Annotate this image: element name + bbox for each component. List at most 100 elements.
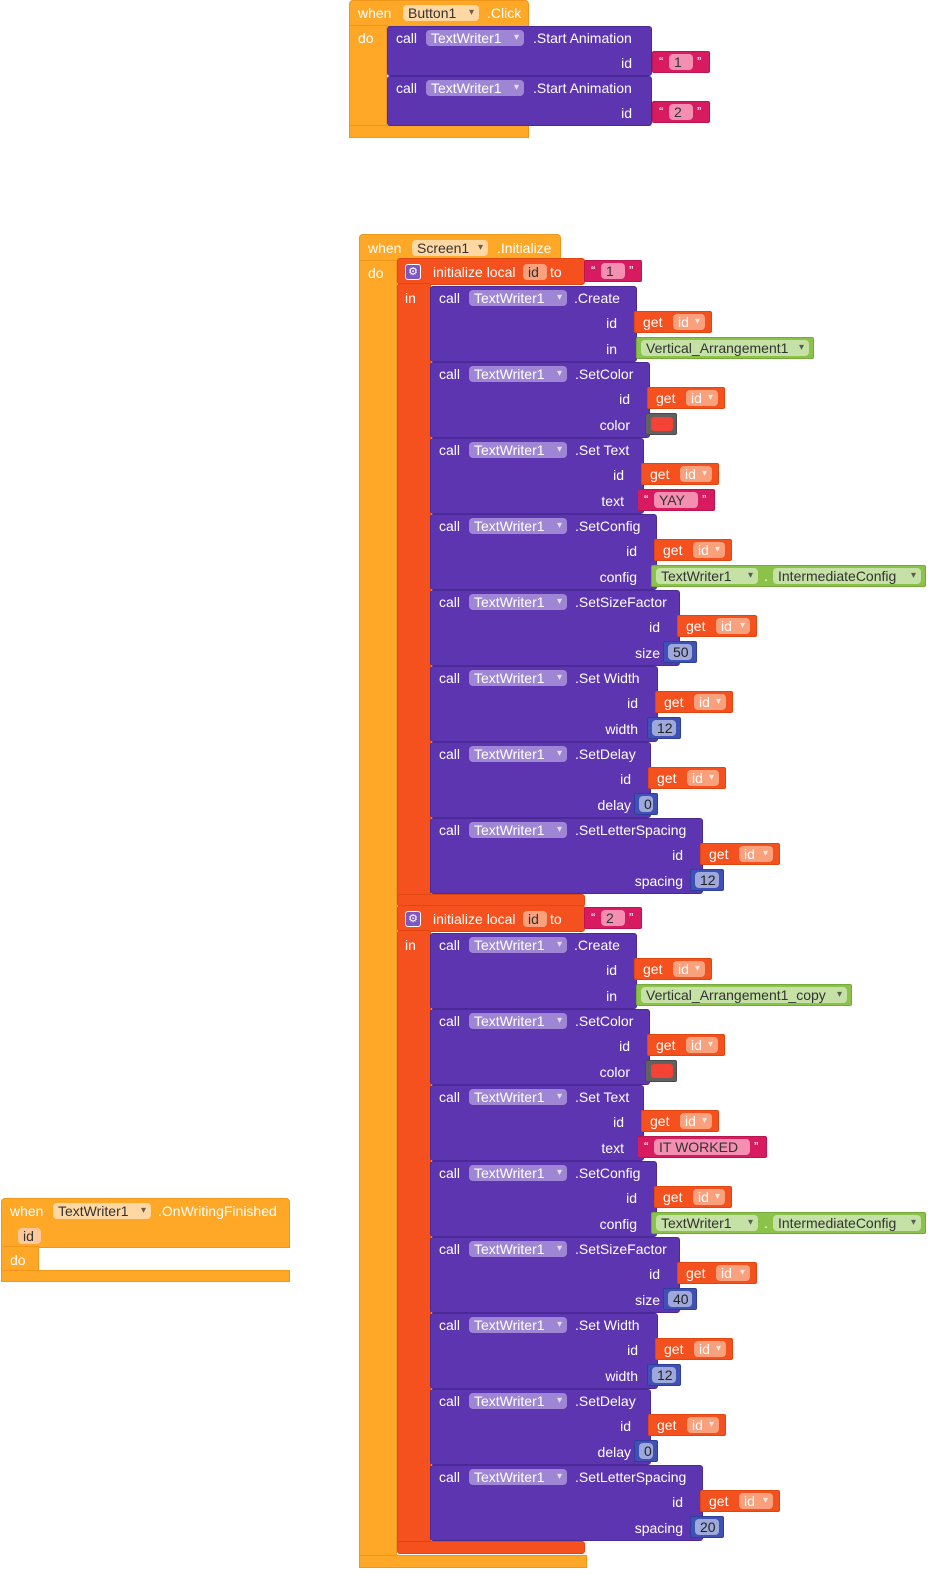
screen-initialize-event-footer[interactable] bbox=[359, 1555, 587, 1568]
config-property-dropdown[interactable]: IntermediateConfig bbox=[773, 1215, 921, 1231]
component-dropdown[interactable]: TextWriter1 bbox=[469, 670, 567, 686]
get-label: get bbox=[709, 846, 729, 862]
text-value-field[interactable]: YAY bbox=[654, 492, 698, 508]
variable-dropdown[interactable]: id bbox=[693, 1189, 725, 1205]
variable-dropdown[interactable]: id bbox=[716, 618, 750, 634]
call-label: call bbox=[439, 1241, 461, 1257]
close-quote: ” bbox=[754, 1139, 759, 1154]
number-value-field[interactable]: 0 bbox=[639, 1443, 653, 1459]
when-label: when bbox=[10, 1203, 44, 1219]
text-value-field[interactable]: 1 bbox=[601, 263, 625, 279]
initialize-local-in-frame[interactable] bbox=[397, 930, 431, 1551]
component-dropdown[interactable]: TextWriter1 bbox=[469, 746, 567, 762]
do-label: do bbox=[358, 30, 374, 46]
size-arg-label: size bbox=[635, 1292, 660, 1308]
variable-dropdown[interactable]: id bbox=[694, 1341, 726, 1357]
component-dropdown[interactable]: TextWriter1 bbox=[426, 30, 524, 46]
open-quote: “ bbox=[591, 263, 596, 278]
variable-dropdown[interactable]: id bbox=[739, 1493, 773, 1509]
writing-finished-event-footer[interactable] bbox=[1, 1270, 290, 1282]
initialize-local-in-frame[interactable] bbox=[397, 283, 431, 904]
variable-dropdown[interactable]: id bbox=[680, 1113, 712, 1129]
variable-dropdown[interactable]: id bbox=[680, 466, 712, 482]
open-quote: “ bbox=[644, 492, 649, 507]
component-dropdown[interactable]: TextWriter1 bbox=[469, 822, 567, 838]
number-value-field[interactable]: 12 bbox=[652, 1367, 676, 1383]
variable-dropdown[interactable]: id bbox=[673, 961, 705, 977]
text-value-field[interactable]: IT WORKED bbox=[654, 1139, 750, 1155]
local-variable-name[interactable]: id bbox=[523, 911, 547, 927]
component-dropdown[interactable]: TextWriter1 bbox=[469, 594, 567, 610]
number-value-field[interactable]: 40 bbox=[668, 1291, 692, 1307]
in-arg-label: in bbox=[606, 341, 617, 357]
component-dropdown[interactable]: TextWriter1 bbox=[469, 518, 567, 534]
textwriter-component-dropdown[interactable]: TextWriter1 bbox=[53, 1203, 151, 1219]
text-arg-label: text bbox=[601, 1140, 624, 1156]
variable-dropdown[interactable]: id bbox=[739, 846, 773, 862]
spacing-arg-label: spacing bbox=[634, 1520, 683, 1536]
screen-initialize-event-frame[interactable] bbox=[359, 260, 397, 1568]
call-label: call bbox=[439, 1165, 461, 1181]
number-value-field[interactable]: 12 bbox=[695, 872, 719, 888]
button-click-event-footer[interactable] bbox=[349, 125, 529, 138]
in-label: in bbox=[405, 937, 416, 953]
text-value-field[interactable]: 2 bbox=[601, 910, 625, 926]
component-dropdown[interactable]: TextWriter1 bbox=[469, 1393, 567, 1409]
variable-dropdown[interactable]: id bbox=[716, 1265, 750, 1281]
number-value-field[interactable]: 20 bbox=[695, 1519, 719, 1535]
id-arg-label: id bbox=[626, 543, 637, 559]
config-component-dropdown[interactable]: TextWriter1 bbox=[656, 568, 758, 584]
call-label: call bbox=[439, 594, 461, 610]
red-color-swatch[interactable] bbox=[651, 1064, 673, 1078]
component-dropdown[interactable]: Vertical_Arrangement1 bbox=[641, 340, 809, 356]
initialize-local-variable-block[interactable] bbox=[397, 258, 585, 285]
get-label: get bbox=[709, 1493, 729, 1509]
component-dropdown[interactable]: TextWriter1 bbox=[426, 80, 524, 96]
initialize-local-footer[interactable] bbox=[397, 1541, 585, 1554]
number-value-field[interactable]: 50 bbox=[668, 644, 692, 660]
text-value-field[interactable]: 2 bbox=[669, 104, 693, 120]
component-dropdown[interactable]: TextWriter1 bbox=[469, 937, 567, 953]
event-param-id[interactable]: id bbox=[18, 1228, 41, 1244]
color-arg-label: color bbox=[599, 1064, 630, 1080]
id-arg-label: id bbox=[626, 1190, 637, 1206]
button-component-dropdown[interactable]: Button1 bbox=[403, 5, 479, 21]
component-dropdown[interactable]: TextWriter1 bbox=[469, 1165, 567, 1181]
variable-dropdown[interactable]: id bbox=[694, 694, 726, 710]
local-variable-name[interactable]: id bbox=[523, 264, 547, 280]
component-dropdown[interactable]: TextWriter1 bbox=[469, 1317, 567, 1333]
mutator-gear-icon[interactable]: ⚙ bbox=[405, 911, 421, 927]
call-label: call bbox=[439, 1089, 461, 1105]
variable-dropdown[interactable]: id bbox=[686, 1037, 718, 1053]
screen-component-dropdown[interactable]: Screen1 bbox=[412, 240, 488, 256]
component-dropdown[interactable]: TextWriter1 bbox=[469, 290, 567, 306]
variable-dropdown[interactable]: id bbox=[686, 390, 718, 406]
text-value-field[interactable]: 1 bbox=[669, 54, 693, 70]
in-arg-label: in bbox=[606, 988, 617, 1004]
variable-dropdown[interactable]: id bbox=[687, 1417, 719, 1433]
component-dropdown[interactable]: TextWriter1 bbox=[469, 366, 567, 382]
component-dropdown[interactable]: TextWriter1 bbox=[469, 1013, 567, 1029]
open-quote: “ bbox=[591, 910, 596, 925]
red-color-swatch[interactable] bbox=[651, 417, 673, 431]
config-property-dropdown[interactable]: IntermediateConfig bbox=[773, 568, 921, 584]
component-dropdown[interactable]: TextWriter1 bbox=[469, 442, 567, 458]
component-dropdown[interactable]: TextWriter1 bbox=[469, 1469, 567, 1485]
id-arg-label: id bbox=[627, 695, 638, 711]
id-arg-label: id bbox=[672, 1494, 683, 1510]
delay-arg-label: delay bbox=[597, 797, 631, 813]
component-dropdown[interactable]: Vertical_Arrangement1_copy bbox=[641, 987, 847, 1003]
variable-dropdown[interactable]: id bbox=[687, 770, 719, 786]
number-value-field[interactable]: 0 bbox=[639, 796, 653, 812]
variable-dropdown[interactable]: id bbox=[673, 314, 705, 330]
button-click-event-frame[interactable] bbox=[349, 25, 387, 137]
method-name: .SetDelay bbox=[575, 1393, 636, 1409]
config-component-dropdown[interactable]: TextWriter1 bbox=[656, 1215, 758, 1231]
number-value-field[interactable]: 12 bbox=[652, 720, 676, 736]
close-quote: ” bbox=[629, 263, 634, 278]
get-label: get bbox=[657, 770, 677, 786]
component-dropdown[interactable]: TextWriter1 bbox=[469, 1241, 567, 1257]
variable-dropdown[interactable]: id bbox=[693, 542, 725, 558]
mutator-gear-icon[interactable]: ⚙ bbox=[405, 264, 421, 280]
component-dropdown[interactable]: TextWriter1 bbox=[469, 1089, 567, 1105]
